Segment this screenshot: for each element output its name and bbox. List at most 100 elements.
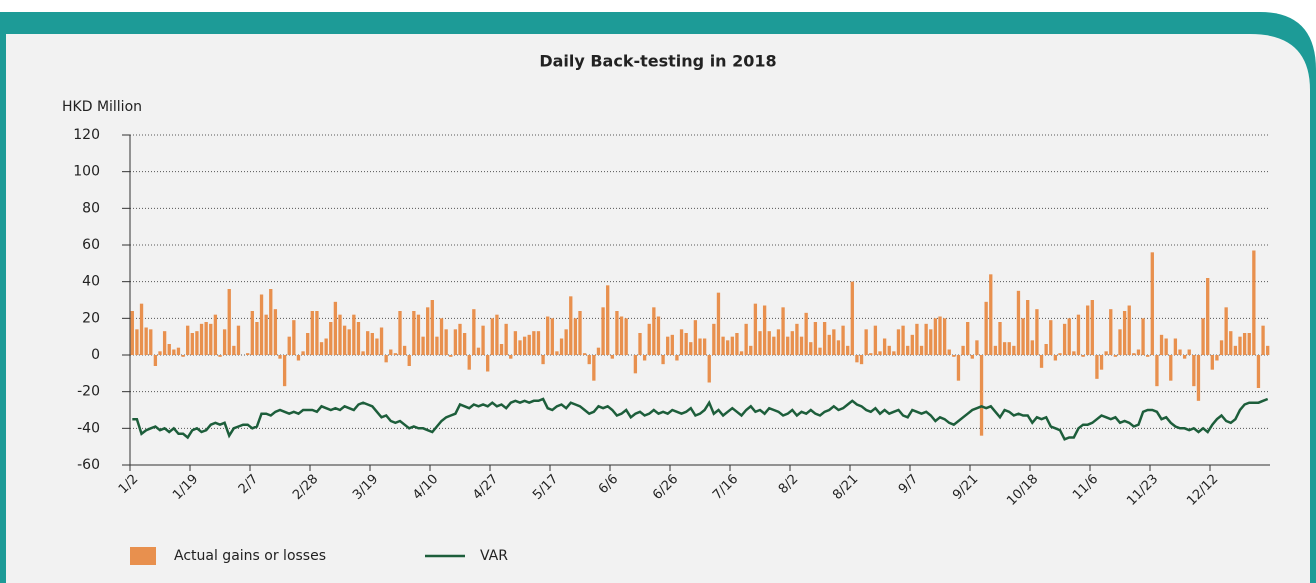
bar bbox=[458, 323, 462, 355]
bar bbox=[218, 355, 222, 357]
bar bbox=[859, 355, 864, 365]
bar bbox=[1026, 300, 1030, 355]
bar bbox=[1035, 309, 1039, 355]
legend-swatch bbox=[130, 547, 156, 565]
bar bbox=[421, 336, 425, 355]
y-tick-label: -60 bbox=[77, 457, 100, 473]
bar bbox=[1229, 331, 1233, 355]
bar bbox=[186, 325, 190, 355]
bar bbox=[1182, 355, 1187, 359]
bar bbox=[753, 303, 758, 355]
bar bbox=[162, 331, 167, 355]
bar bbox=[144, 327, 148, 355]
bar bbox=[430, 300, 434, 355]
y-tick-label: -20 bbox=[77, 384, 100, 400]
bar bbox=[661, 355, 665, 365]
bar bbox=[739, 351, 744, 355]
bar bbox=[329, 322, 333, 355]
bar bbox=[504, 323, 508, 355]
bar bbox=[989, 274, 993, 355]
bar bbox=[956, 355, 961, 381]
bar bbox=[670, 334, 674, 355]
bar bbox=[412, 311, 416, 355]
bar bbox=[467, 355, 471, 370]
bar bbox=[615, 311, 619, 355]
bar bbox=[370, 333, 374, 355]
bar bbox=[435, 336, 439, 355]
bar bbox=[707, 355, 711, 383]
bar bbox=[582, 353, 587, 355]
bar bbox=[172, 349, 176, 355]
bar bbox=[550, 318, 554, 355]
bar bbox=[518, 340, 522, 355]
bar bbox=[979, 355, 984, 436]
bar bbox=[666, 336, 670, 355]
bar bbox=[984, 301, 988, 355]
bar bbox=[1095, 355, 1099, 379]
bar bbox=[1141, 318, 1145, 355]
bar bbox=[758, 331, 762, 355]
bar bbox=[153, 355, 158, 366]
bar bbox=[398, 311, 402, 355]
bar bbox=[352, 314, 356, 355]
bar bbox=[809, 342, 813, 355]
bar bbox=[375, 338, 379, 355]
bar bbox=[499, 344, 504, 355]
bar bbox=[384, 355, 388, 363]
bar bbox=[601, 307, 605, 355]
bar bbox=[541, 355, 545, 365]
bar bbox=[762, 305, 767, 355]
bar bbox=[942, 318, 947, 355]
bar bbox=[366, 331, 370, 355]
bar bbox=[1252, 250, 1256, 355]
bar bbox=[993, 345, 998, 355]
bar bbox=[181, 355, 185, 357]
bar bbox=[559, 338, 564, 355]
bar bbox=[882, 338, 887, 355]
bar bbox=[232, 345, 236, 355]
bar bbox=[735, 333, 739, 355]
legend-label: Actual gains or losses bbox=[174, 548, 326, 564]
bar bbox=[744, 323, 748, 355]
bar bbox=[319, 342, 324, 355]
bar bbox=[1049, 320, 1053, 355]
bar bbox=[933, 318, 938, 355]
bar bbox=[1187, 349, 1191, 355]
bar bbox=[1136, 349, 1141, 355]
bar bbox=[804, 312, 808, 355]
bar bbox=[947, 349, 951, 355]
bar bbox=[1122, 311, 1127, 355]
bar bbox=[850, 281, 854, 355]
bar bbox=[721, 336, 725, 355]
bar bbox=[790, 331, 794, 355]
bar bbox=[306, 333, 310, 355]
bar bbox=[647, 323, 651, 355]
bar bbox=[1159, 334, 1164, 355]
bar bbox=[149, 329, 153, 355]
bar bbox=[338, 314, 342, 355]
bar bbox=[1104, 351, 1108, 355]
bar bbox=[1090, 300, 1094, 355]
bar bbox=[836, 340, 841, 355]
bar bbox=[130, 311, 134, 355]
bar bbox=[878, 351, 882, 355]
bar bbox=[259, 294, 264, 355]
bar bbox=[726, 340, 730, 355]
bar bbox=[652, 307, 656, 355]
bar bbox=[818, 347, 822, 355]
bar bbox=[481, 325, 485, 355]
bar bbox=[472, 309, 476, 355]
bar bbox=[426, 307, 430, 355]
bar bbox=[578, 311, 582, 355]
bar bbox=[952, 355, 956, 357]
bar bbox=[841, 325, 845, 355]
bar bbox=[776, 329, 781, 355]
bar bbox=[693, 320, 698, 355]
bar bbox=[1233, 345, 1238, 355]
bar bbox=[892, 351, 896, 355]
bar bbox=[195, 331, 199, 355]
bar bbox=[250, 311, 254, 355]
bar bbox=[199, 323, 204, 355]
bar bbox=[522, 336, 527, 355]
bar bbox=[1062, 323, 1067, 355]
